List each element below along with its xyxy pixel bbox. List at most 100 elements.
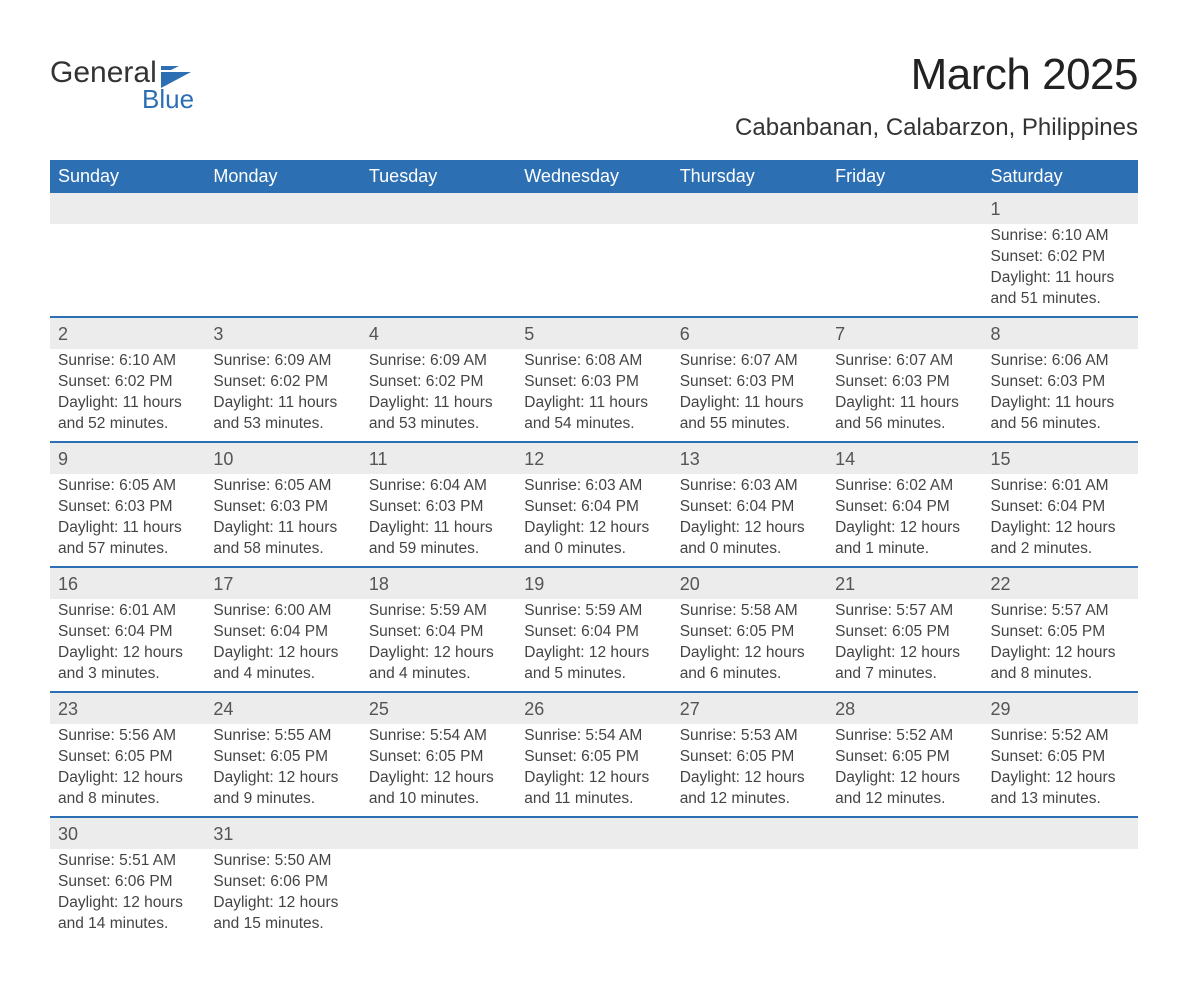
sunset-line: Sunset: 6:06 PM [58,872,197,893]
daylight-line: Daylight: 11 hours and 51 minutes. [991,268,1130,310]
sunrise-line: Sunrise: 5:56 AM [58,726,197,747]
location-subtitle: Cabanbanan, Calabarzon, Philippines [735,114,1138,142]
day-details [827,224,982,232]
day-details [672,849,827,857]
day-details [983,849,1138,857]
weekday-header: Saturday [983,160,1138,193]
sunrise-line: Sunrise: 6:08 AM [524,351,663,372]
calendar-cell: 25Sunrise: 5:54 AMSunset: 6:05 PMDayligh… [361,692,516,817]
day-number: 7 [827,318,982,349]
daylight-line: Daylight: 12 hours and 12 minutes. [835,768,974,810]
sunset-line: Sunset: 6:05 PM [680,622,819,643]
day-number: 30 [50,818,205,849]
sunrise-line: Sunrise: 5:59 AM [369,601,508,622]
day-number: 5 [516,318,671,349]
sunset-line: Sunset: 6:02 PM [58,372,197,393]
day-number: 28 [827,693,982,724]
calendar-cell: 1Sunrise: 6:10 AMSunset: 6:02 PMDaylight… [983,193,1138,317]
weekday-header: Sunday [50,160,205,193]
weekday-header: Wednesday [516,160,671,193]
sunrise-line: Sunrise: 6:01 AM [991,476,1130,497]
day-number [827,818,982,849]
sunrise-line: Sunrise: 5:57 AM [835,601,974,622]
day-details: Sunrise: 5:51 AMSunset: 6:06 PMDaylight:… [50,849,205,941]
daylight-line: Daylight: 12 hours and 0 minutes. [524,518,663,560]
calendar-cell: 22Sunrise: 5:57 AMSunset: 6:05 PMDayligh… [983,567,1138,692]
calendar-cell: 21Sunrise: 5:57 AMSunset: 6:05 PMDayligh… [827,567,982,692]
daylight-line: Daylight: 12 hours and 8 minutes. [58,768,197,810]
sunset-line: Sunset: 6:04 PM [835,497,974,518]
sunset-line: Sunset: 6:04 PM [369,622,508,643]
day-details: Sunrise: 6:05 AMSunset: 6:03 PMDaylight:… [205,474,360,566]
calendar-table: SundayMondayTuesdayWednesdayThursdayFrid… [50,160,1138,941]
day-details: Sunrise: 5:59 AMSunset: 6:04 PMDaylight:… [361,599,516,691]
calendar-cell: 3Sunrise: 6:09 AMSunset: 6:02 PMDaylight… [205,317,360,442]
day-details: Sunrise: 6:10 AMSunset: 6:02 PMDaylight:… [983,224,1138,316]
daylight-line: Daylight: 11 hours and 55 minutes. [680,393,819,435]
day-details [827,849,982,857]
calendar-header-row: SundayMondayTuesdayWednesdayThursdayFrid… [50,160,1138,193]
sunrise-line: Sunrise: 5:55 AM [213,726,352,747]
calendar-cell [827,193,982,317]
sunset-line: Sunset: 6:04 PM [58,622,197,643]
calendar-cell [205,193,360,317]
calendar-cell: 20Sunrise: 5:58 AMSunset: 6:05 PMDayligh… [672,567,827,692]
day-details [361,849,516,857]
day-number: 29 [983,693,1138,724]
day-details: Sunrise: 6:09 AMSunset: 6:02 PMDaylight:… [205,349,360,441]
day-details: Sunrise: 6:00 AMSunset: 6:04 PMDaylight:… [205,599,360,691]
sunset-line: Sunset: 6:04 PM [680,497,819,518]
day-number [361,193,516,224]
day-number: 18 [361,568,516,599]
daylight-line: Daylight: 11 hours and 52 minutes. [58,393,197,435]
sunset-line: Sunset: 6:02 PM [213,372,352,393]
day-number: 16 [50,568,205,599]
calendar-cell: 30Sunrise: 5:51 AMSunset: 6:06 PMDayligh… [50,817,205,941]
calendar-cell: 2Sunrise: 6:10 AMSunset: 6:02 PMDaylight… [50,317,205,442]
day-details: Sunrise: 6:03 AMSunset: 6:04 PMDaylight:… [672,474,827,566]
sunset-line: Sunset: 6:05 PM [58,747,197,768]
day-number: 20 [672,568,827,599]
day-details: Sunrise: 6:02 AMSunset: 6:04 PMDaylight:… [827,474,982,566]
day-number: 1 [983,193,1138,224]
sunset-line: Sunset: 6:04 PM [524,622,663,643]
day-number: 19 [516,568,671,599]
weekday-header: Tuesday [361,160,516,193]
sunrise-line: Sunrise: 5:51 AM [58,851,197,872]
day-number [827,193,982,224]
day-details: Sunrise: 6:10 AMSunset: 6:02 PMDaylight:… [50,349,205,441]
day-details: Sunrise: 6:07 AMSunset: 6:03 PMDaylight:… [672,349,827,441]
calendar-cell [516,817,671,941]
calendar-cell [50,193,205,317]
day-details: Sunrise: 5:54 AMSunset: 6:05 PMDaylight:… [516,724,671,816]
day-number [50,193,205,224]
sunrise-line: Sunrise: 6:01 AM [58,601,197,622]
day-number: 12 [516,443,671,474]
sunset-line: Sunset: 6:05 PM [835,622,974,643]
sunrise-line: Sunrise: 5:52 AM [835,726,974,747]
sunrise-line: Sunrise: 6:07 AM [680,351,819,372]
day-details: Sunrise: 6:07 AMSunset: 6:03 PMDaylight:… [827,349,982,441]
calendar-week-row: 30Sunrise: 5:51 AMSunset: 6:06 PMDayligh… [50,817,1138,941]
day-details: Sunrise: 6:05 AMSunset: 6:03 PMDaylight:… [50,474,205,566]
calendar-week-row: 1Sunrise: 6:10 AMSunset: 6:02 PMDaylight… [50,193,1138,317]
day-number: 8 [983,318,1138,349]
daylight-line: Daylight: 12 hours and 12 minutes. [680,768,819,810]
day-details [205,224,360,232]
daylight-line: Daylight: 12 hours and 7 minutes. [835,643,974,685]
day-details [516,849,671,857]
daylight-line: Daylight: 11 hours and 59 minutes. [369,518,508,560]
sunrise-line: Sunrise: 6:10 AM [58,351,197,372]
calendar-cell: 19Sunrise: 5:59 AMSunset: 6:04 PMDayligh… [516,567,671,692]
calendar-cell: 16Sunrise: 6:01 AMSunset: 6:04 PMDayligh… [50,567,205,692]
day-details [50,224,205,232]
calendar-body: 1Sunrise: 6:10 AMSunset: 6:02 PMDaylight… [50,193,1138,941]
day-number: 27 [672,693,827,724]
day-details: Sunrise: 6:04 AMSunset: 6:03 PMDaylight:… [361,474,516,566]
calendar-cell: 15Sunrise: 6:01 AMSunset: 6:04 PMDayligh… [983,442,1138,567]
calendar-cell [516,193,671,317]
day-details: Sunrise: 6:09 AMSunset: 6:02 PMDaylight:… [361,349,516,441]
day-number [672,193,827,224]
day-number: 13 [672,443,827,474]
day-number: 3 [205,318,360,349]
